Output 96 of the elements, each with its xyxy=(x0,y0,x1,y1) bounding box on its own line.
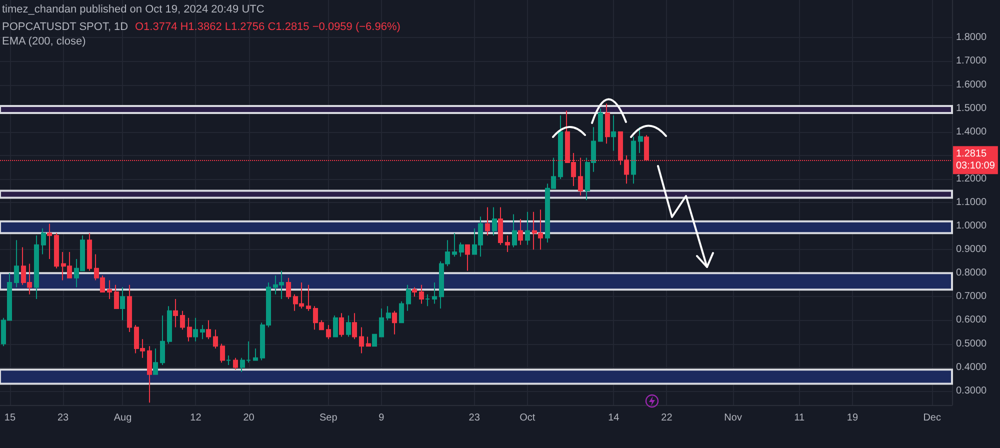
x-tick-label: Dec xyxy=(923,412,941,424)
x-tick-label: 19 xyxy=(846,412,858,424)
candlestick xyxy=(425,294,430,307)
candlestick xyxy=(127,284,132,333)
candlestick xyxy=(333,315,338,338)
candlestick xyxy=(638,126,643,154)
annotation: EMA (200, close) xyxy=(2,36,86,48)
candlestick xyxy=(120,286,125,321)
candlestick xyxy=(366,336,371,347)
x-tick-label: 11 xyxy=(794,412,806,424)
candlestick xyxy=(54,232,59,269)
candlestick xyxy=(226,355,231,366)
candlestick xyxy=(339,312,344,338)
candlestick xyxy=(187,317,192,342)
x-tick-label: 14 xyxy=(608,412,620,424)
candlestick xyxy=(253,348,258,361)
candlestick xyxy=(386,306,391,321)
ref-line-label: 1.2815 xyxy=(956,148,988,160)
candlestick xyxy=(47,223,52,260)
candlestick xyxy=(412,286,417,298)
candlestick xyxy=(286,277,291,300)
x-tick-label: 20 xyxy=(243,412,255,424)
x-tick-label: Oct xyxy=(520,412,536,424)
candlestick xyxy=(498,206,503,246)
candlestick xyxy=(213,329,218,349)
candlestick xyxy=(611,114,616,152)
candlestick xyxy=(598,108,603,142)
candlestick xyxy=(180,310,185,330)
y-tick-label: 1.1000 xyxy=(956,197,988,208)
candlestick xyxy=(160,315,165,366)
candlestick xyxy=(220,343,225,364)
candlestick xyxy=(233,357,238,370)
candlestick xyxy=(485,206,490,236)
candlestick xyxy=(147,346,152,404)
candlestick xyxy=(173,298,178,328)
text: O1.3774 H1.3862 L1.2756 C1.2815 −0.0959 (−6.96%) xyxy=(134,21,400,33)
y-tick-label: 0.9000 xyxy=(956,244,988,256)
candlestick xyxy=(465,244,470,272)
candlestick xyxy=(419,284,424,304)
y-tick-label: 1.7000 xyxy=(956,56,988,67)
candlestick xyxy=(392,310,397,335)
y-tick-label: 0.3000 xyxy=(956,385,988,396)
candlestick xyxy=(34,234,39,300)
candlestick xyxy=(518,218,523,246)
y-tick-label: 0.6000 xyxy=(956,314,988,326)
candlestick xyxy=(406,284,411,312)
candlestick xyxy=(525,211,530,246)
candlestick xyxy=(512,214,517,248)
candlestick xyxy=(306,284,311,312)
candlestick xyxy=(558,114,563,180)
candlestick xyxy=(114,284,119,309)
annotation: timez_chandan published on Oct 19, 2024 20:49 UTC xyxy=(2,4,264,16)
candlestick xyxy=(432,282,437,304)
candlestick xyxy=(379,308,384,338)
candlestick xyxy=(452,232,457,258)
y-tick-label: 0.4000 xyxy=(956,362,988,373)
candlestick xyxy=(326,324,331,340)
y-tick-label: 0.5000 xyxy=(956,338,988,350)
x-tick-label: 12 xyxy=(190,412,202,424)
y-tick-label: 1.5000 xyxy=(956,102,988,114)
y-tick-label: 1.8000 xyxy=(956,32,988,44)
candlestick xyxy=(459,242,464,258)
x-tick-label: 23 xyxy=(468,412,480,424)
y-tick-label: 1.0000 xyxy=(956,220,988,232)
x-tick-label: Aug xyxy=(114,412,132,424)
candlestick xyxy=(505,234,510,252)
candlestick xyxy=(193,317,198,342)
y-tick-label: 0.8000 xyxy=(956,268,988,279)
candlestick xyxy=(87,232,92,272)
x-tick-label: Sep xyxy=(319,412,338,424)
x-tick-label: 9 xyxy=(378,412,385,424)
y-tick-label: 1.6000 xyxy=(956,79,988,90)
text: POPCATUSDT SPOT, 1D xyxy=(2,21,128,33)
candlestick xyxy=(14,240,19,288)
candlestick xyxy=(372,334,377,347)
candlestick xyxy=(359,326,364,354)
text: 03:10:09 xyxy=(956,160,996,172)
candlestick xyxy=(399,300,404,324)
x-tick-label: Nov xyxy=(724,412,742,424)
candlestick xyxy=(41,228,46,255)
candlestick xyxy=(206,320,211,340)
candlestick xyxy=(492,206,497,236)
candlestick xyxy=(346,315,351,338)
candlestick xyxy=(352,312,357,340)
candlestick xyxy=(200,324,205,340)
x-tick-label: 23 xyxy=(57,412,70,424)
y-tick-label: 1.2000 xyxy=(956,173,988,184)
y-tick-label: 0.7000 xyxy=(956,291,988,302)
candlestick xyxy=(153,348,158,375)
y-tick-label: 1.4000 xyxy=(956,126,988,138)
x-tick-label: 15 xyxy=(4,412,16,424)
candlestick xyxy=(631,136,636,184)
x-tick-label: 22 xyxy=(661,412,673,424)
candlestick xyxy=(167,306,172,344)
candlestick xyxy=(107,280,112,300)
candlestick xyxy=(605,103,610,144)
